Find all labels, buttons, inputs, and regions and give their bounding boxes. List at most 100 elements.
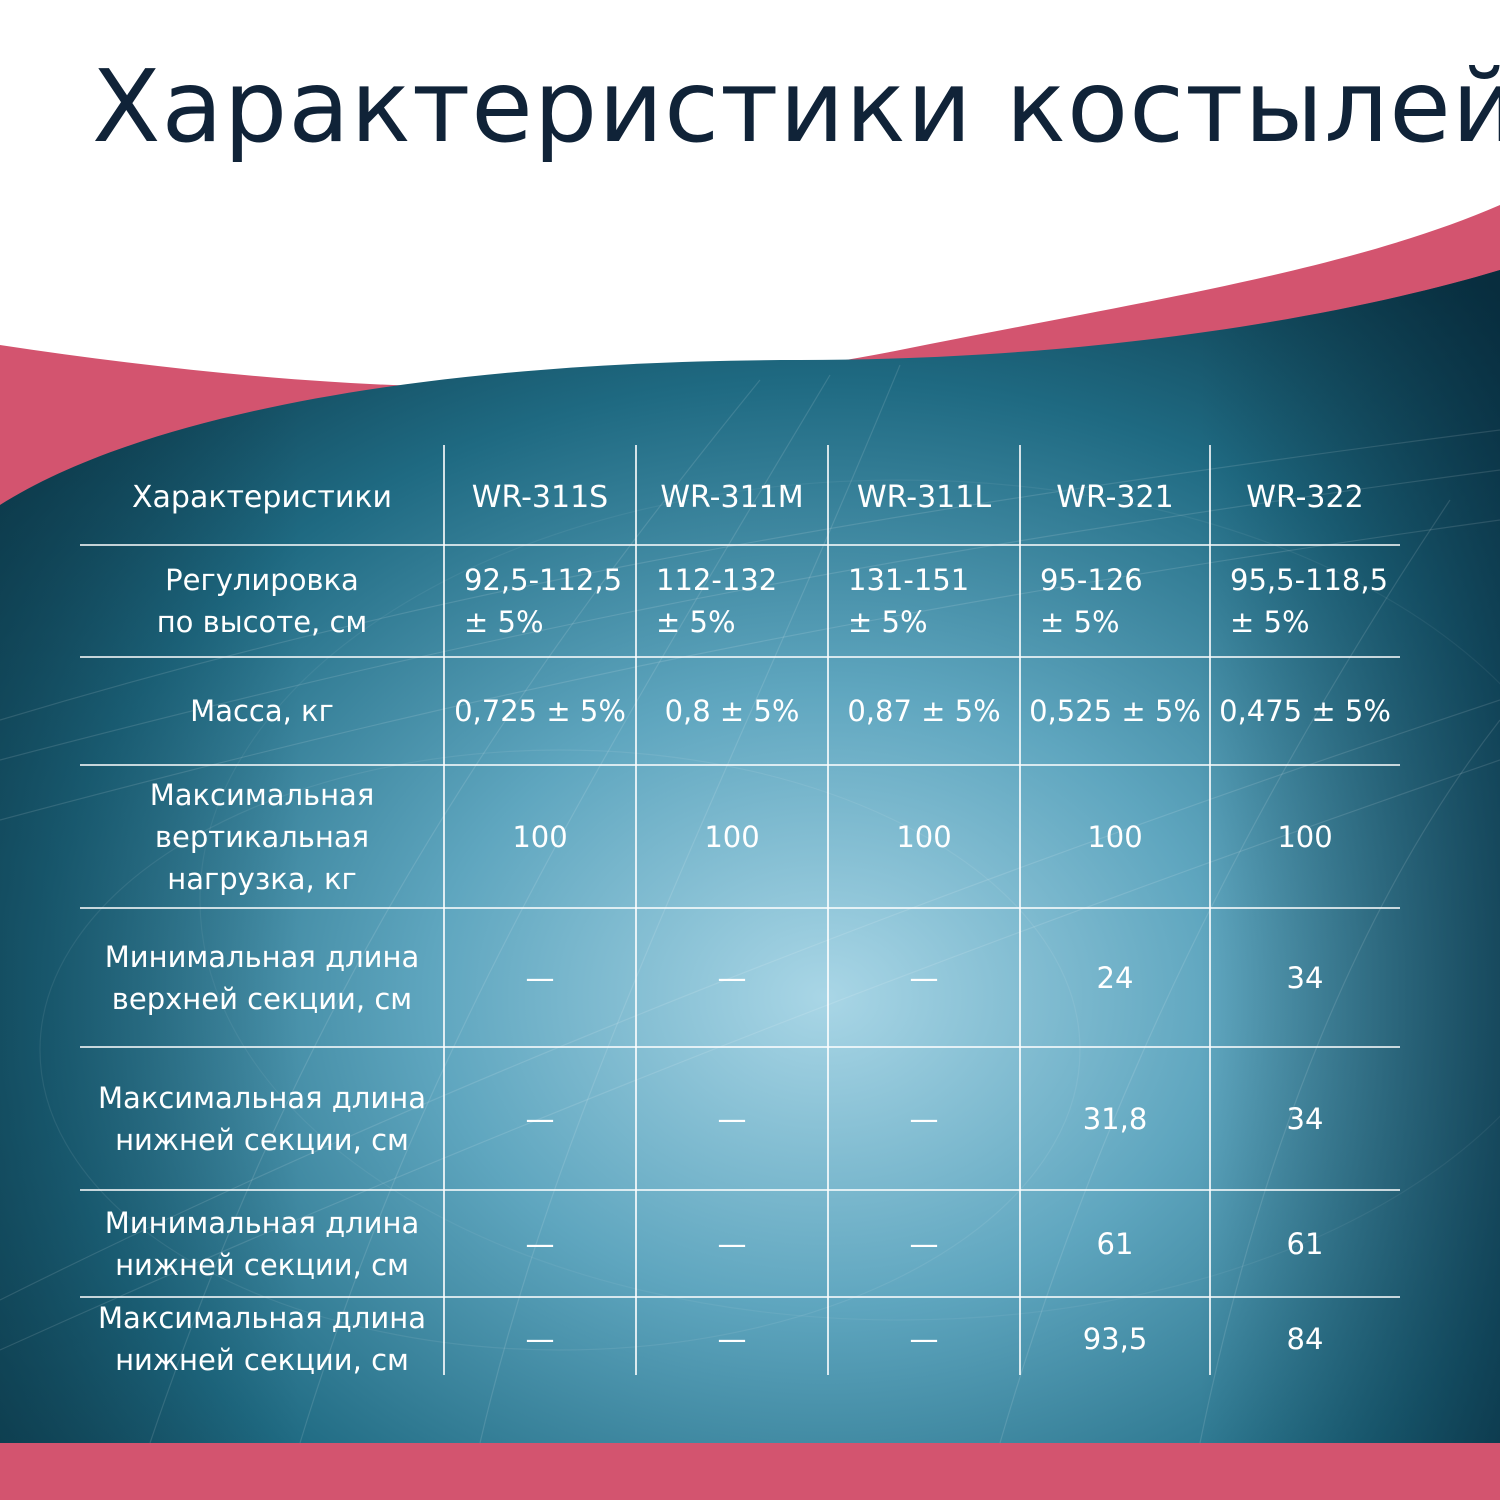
table-cell-text: 24 (1096, 960, 1134, 995)
row-label-text: нагрузка, кг (167, 861, 357, 896)
row-label-text: Максимальная длина (98, 1300, 426, 1335)
page-title: Характеристики костылей (92, 48, 1500, 165)
table-cell: 93,5 (1020, 1297, 1210, 1380)
table-cell-text: 92,5-112,5 (464, 563, 623, 597)
header-model: WR-322 (1246, 480, 1364, 515)
row-label-text: верхней секции, см (111, 981, 413, 1016)
row-label: Максимальная длина нижней секции, см (80, 1297, 444, 1380)
table-cell: 100 (1020, 765, 1210, 908)
table-cell-text: — (717, 960, 747, 995)
table-cell: — (636, 1190, 828, 1297)
table-cell: — (444, 1190, 636, 1297)
table-cell-text: — (525, 1321, 555, 1356)
table-cell-text: 34 (1286, 960, 1324, 995)
table-cell: 112-132 ± 5% (656, 545, 828, 657)
row-label-text: Регулировка (165, 563, 359, 597)
table-cell-text: 0,87 ± 5% (847, 694, 1001, 728)
table-cell-text: 100 (512, 819, 568, 854)
table-cell-text: 31,8 (1082, 1101, 1148, 1136)
header-model: WR-311M (660, 480, 804, 515)
table-cell: — (828, 1047, 1020, 1190)
table-cell: 100 (444, 765, 636, 908)
row-label-text: вертикальная (154, 819, 370, 854)
table-cell: — (636, 1297, 828, 1380)
table-cell: — (636, 908, 828, 1047)
table-cell: 0,525 ± 5% (1020, 657, 1210, 765)
table-cell-text: 0,8 ± 5% (664, 694, 800, 728)
table-cell: 95-126 ± 5% (1040, 545, 1210, 657)
table-cell-text: ± 5% (1230, 605, 1310, 639)
table-cell: 0,87 ± 5% (828, 657, 1020, 765)
table-cell: 61 (1020, 1190, 1210, 1297)
table-cell-text: 61 (1096, 1226, 1134, 1261)
row-label-text: нижней секции, см (115, 1247, 409, 1282)
table-cell-text: 61 (1286, 1226, 1324, 1261)
table-cell: 95,5-118,5 ± 5% (1230, 545, 1400, 657)
table-cell: — (444, 908, 636, 1047)
table-cell-text: 100 (1277, 819, 1333, 854)
table-cell: 24 (1020, 908, 1210, 1047)
header-model: WR-311L (856, 480, 992, 515)
row-label-text: Минимальная длина (104, 939, 420, 974)
row-label-text: по высоте, см (156, 605, 368, 639)
table-cell: 34 (1210, 908, 1400, 1047)
table-cell-text: ± 5% (656, 605, 736, 639)
table-cell: 100 (636, 765, 828, 908)
row-label: Минимальная длина верхней секции, см (80, 908, 444, 1047)
row-label-text: Минимальная длина (104, 1205, 420, 1240)
table-cell: — (636, 1047, 828, 1190)
table-cell: 31,8 (1020, 1047, 1210, 1190)
row-label: Максимальная вертикальная нагрузка, кг (80, 765, 444, 908)
table-cell-text: — (909, 1321, 939, 1356)
table-cell-text: — (717, 1321, 747, 1356)
table-cell-text: 0,725 ± 5% (454, 694, 626, 728)
row-label: Минимальная длина нижней секции, см (80, 1190, 444, 1297)
table-cell: 100 (828, 765, 1020, 908)
table-cell-text: 100 (1087, 819, 1143, 854)
row-label: Максимальная длина нижней секции, см (80, 1047, 444, 1190)
table-cell: — (828, 908, 1020, 1047)
header-model: WR-311S (471, 480, 609, 515)
table-cell-text: — (525, 1101, 555, 1136)
table-cell: 100 (1210, 765, 1400, 908)
row-label: Регулировка по высоте, см (80, 545, 444, 657)
table-cell-text: ± 5% (848, 605, 928, 639)
row-label-text: нижней секции, см (115, 1122, 409, 1157)
table-cell: 0,475 ± 5% (1210, 657, 1400, 765)
table-cell-text: — (525, 960, 555, 995)
row-label-text: Максимальная (149, 777, 375, 812)
table-cell: 61 (1210, 1190, 1400, 1297)
table-cell-text: — (909, 1226, 939, 1261)
table-cell-text: 95,5-118,5 (1230, 563, 1389, 597)
table-cell-text: 34 (1286, 1101, 1324, 1136)
table-cell: 0,725 ± 5% (444, 657, 636, 765)
table-cell-text: ± 5% (464, 605, 544, 639)
table-cell-text: 112-132 (656, 563, 778, 597)
table-cell-text: 0,475 ± 5% (1219, 694, 1391, 728)
table-cell-text: — (525, 1226, 555, 1261)
table-cell: 0,8 ± 5% (636, 657, 828, 765)
table-cell-text: 131-151 (848, 563, 970, 597)
table-cell: — (828, 1190, 1020, 1297)
header-model: WR-321 (1056, 480, 1174, 515)
table-cell-text: ± 5% (1040, 605, 1120, 639)
table-cell-text: 93,5 (1082, 1321, 1148, 1356)
table-cell: — (444, 1047, 636, 1190)
table-cell: 34 (1210, 1047, 1400, 1190)
table-cell-text: — (717, 1101, 747, 1136)
row-label-text: нижней секции, см (115, 1342, 409, 1377)
table-cell: — (444, 1297, 636, 1380)
table-cell-text: — (909, 1101, 939, 1136)
table-cell-text: 84 (1286, 1321, 1324, 1356)
row-label-text: Масса, кг (190, 694, 334, 728)
row-label: Масса, кг (80, 657, 444, 765)
table-cell-text: — (717, 1226, 747, 1261)
row-label-text: Максимальная длина (98, 1080, 426, 1115)
table-cell-text: 95-126 (1040, 563, 1143, 597)
table-cell: 84 (1210, 1297, 1400, 1380)
table-cell-text: 0,525 ± 5% (1029, 694, 1201, 728)
table-cell: 92,5-112,5 ± 5% (464, 545, 636, 657)
table-cell-text: 100 (704, 819, 760, 854)
table-cell-text: — (909, 960, 939, 995)
